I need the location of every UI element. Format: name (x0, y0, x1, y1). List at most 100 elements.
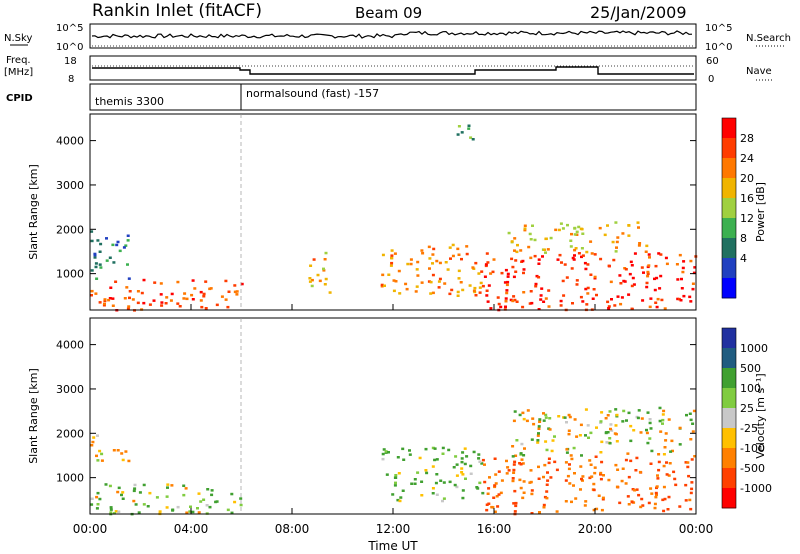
velocity-cell (572, 484, 575, 487)
power-cell (642, 271, 645, 274)
power-cell (611, 240, 615, 244)
power-cell (318, 279, 322, 283)
power-cell (572, 258, 576, 261)
power-cell (579, 227, 583, 231)
x-tick-label: 04:00 (174, 522, 209, 536)
power-colorbar-segment (722, 138, 736, 159)
velocity-cell (593, 466, 597, 469)
velocity-cell (627, 475, 631, 479)
power-cell (506, 280, 510, 284)
velocity-cell (688, 498, 692, 502)
velocity-cell (453, 483, 457, 487)
velocity-cell (233, 500, 237, 504)
velocity-cell (626, 495, 630, 498)
sky-panel: N.Sky 10^5 10^0 10^5 10^0 N.Search (4, 23, 791, 53)
velocity-cell (602, 474, 605, 477)
velocity-cell (537, 465, 540, 469)
velocity-y-tick-label: 3000 (56, 383, 84, 396)
sky-right-tick-top: 10^5 (705, 23, 732, 34)
velocity-cell (615, 440, 619, 443)
power-colorbar-segment (722, 158, 736, 179)
power-cell (645, 285, 649, 289)
velocity-cell (614, 463, 618, 467)
power-cell (569, 239, 573, 242)
velocity-cell (646, 411, 650, 414)
velocity-cell (485, 508, 489, 512)
velocity-cell (165, 495, 169, 498)
velocity-cell (563, 416, 567, 419)
velocity-cell (384, 450, 388, 453)
velocity-cell (564, 461, 568, 464)
cpid-segment-themis: themis 3300 (95, 95, 164, 108)
power-cell (682, 294, 686, 298)
power-cell (579, 295, 583, 299)
power-cell (627, 224, 631, 227)
power-cell (432, 247, 436, 251)
velocity-cell (420, 494, 424, 497)
power-cell (483, 275, 487, 278)
velocity-cell (599, 477, 603, 481)
power-cell (534, 285, 538, 288)
power-cell (438, 277, 442, 281)
velocity-cell (659, 430, 663, 433)
velocity-colorbar (721, 327, 737, 509)
velocity-cell (667, 418, 671, 421)
velocity-cell (678, 505, 682, 508)
power-cell (645, 281, 649, 285)
velocity-cell (205, 504, 209, 507)
velocity-cell (599, 420, 603, 423)
freq-panel-frame (89, 55, 697, 81)
velocity-cell (547, 461, 551, 465)
power-cell (491, 270, 495, 274)
power-cell (191, 298, 195, 301)
velocity-cell (657, 468, 661, 472)
power-cell (559, 304, 563, 307)
power-cell (116, 240, 120, 244)
power-cell (310, 278, 314, 282)
power-cell (160, 301, 164, 304)
power-cell (630, 284, 634, 288)
power-cell (93, 253, 97, 257)
velocity-cell (239, 503, 243, 507)
velocity-cell (674, 483, 678, 487)
velocity-cell (460, 460, 464, 464)
power-cell (127, 305, 131, 308)
velocity-cell (196, 507, 199, 510)
velocity-cell (515, 439, 519, 442)
freq-panel: Freq. [MHz] 18 8 60 0 Nave (4, 55, 774, 85)
power-cell (657, 252, 661, 255)
freq-right-tick-top: 60 (706, 56, 719, 67)
power-cell (484, 263, 488, 266)
velocity-cell (545, 490, 549, 493)
velocity-cell (662, 509, 666, 513)
power-cell (390, 256, 394, 260)
power-cell (573, 254, 576, 257)
power-colorbar-segment (722, 218, 736, 239)
sky-right-tick-bottom: 10^0 (705, 42, 732, 53)
velocity-cell (636, 416, 640, 420)
velocity-cell (667, 495, 671, 499)
velocity-cell (687, 474, 691, 478)
power-cell (126, 234, 130, 237)
velocity-cell (96, 491, 100, 495)
power-colorbar-tick-label: 28 (740, 132, 754, 145)
power-cell (557, 228, 561, 232)
power-cell (628, 272, 632, 276)
velocity-cell (690, 487, 694, 491)
velocity-cell (121, 491, 125, 494)
velocity-cell (536, 441, 540, 444)
velocity-cell (512, 502, 516, 505)
power-cell (570, 232, 573, 236)
power-cell (537, 276, 541, 279)
velocity-cell (589, 463, 593, 466)
power-cell (111, 297, 115, 300)
power-cell (102, 304, 106, 307)
velocity-cell (464, 477, 467, 480)
velocity-cell (493, 510, 497, 513)
velocity-cell (579, 423, 583, 427)
velocity-cell (662, 464, 666, 468)
velocity-cell (669, 450, 673, 453)
sky-noise-line (91, 30, 693, 39)
velocity-cell (230, 511, 234, 515)
velocity-cell (226, 508, 230, 512)
